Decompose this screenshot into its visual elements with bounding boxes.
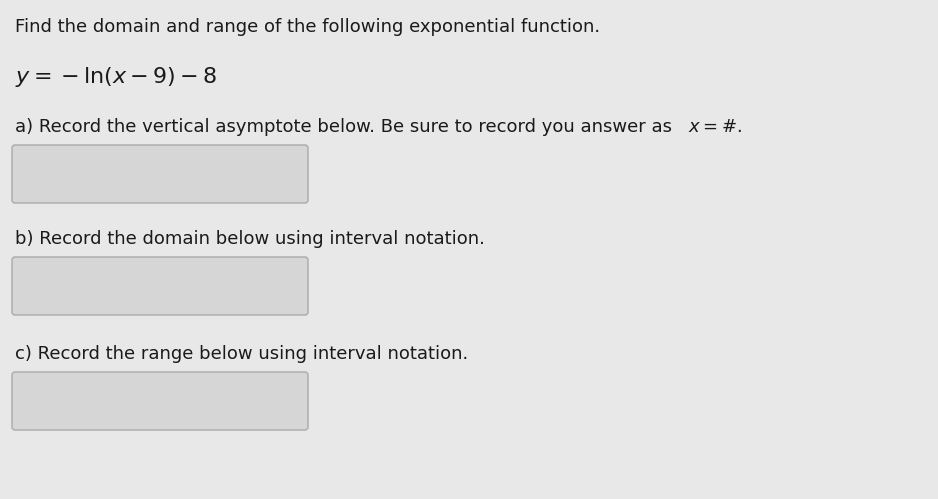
FancyBboxPatch shape [12, 145, 308, 203]
Text: $y = -\mathregular{ln}(x - 9) - 8$: $y = -\mathregular{ln}(x - 9) - 8$ [15, 65, 218, 89]
FancyBboxPatch shape [12, 257, 308, 315]
FancyBboxPatch shape [12, 372, 308, 430]
Text: c) Record the range below using interval notation.: c) Record the range below using interval… [15, 345, 468, 363]
Text: a) Record the vertical asymptote below. Be sure to record you answer as: a) Record the vertical asymptote below. … [15, 118, 678, 136]
Text: b) Record the domain below using interval notation.: b) Record the domain below using interva… [15, 230, 485, 248]
Text: Find the domain and range of the following exponential function.: Find the domain and range of the followi… [15, 18, 600, 36]
Text: $x = \#.$: $x = \#.$ [688, 118, 742, 136]
